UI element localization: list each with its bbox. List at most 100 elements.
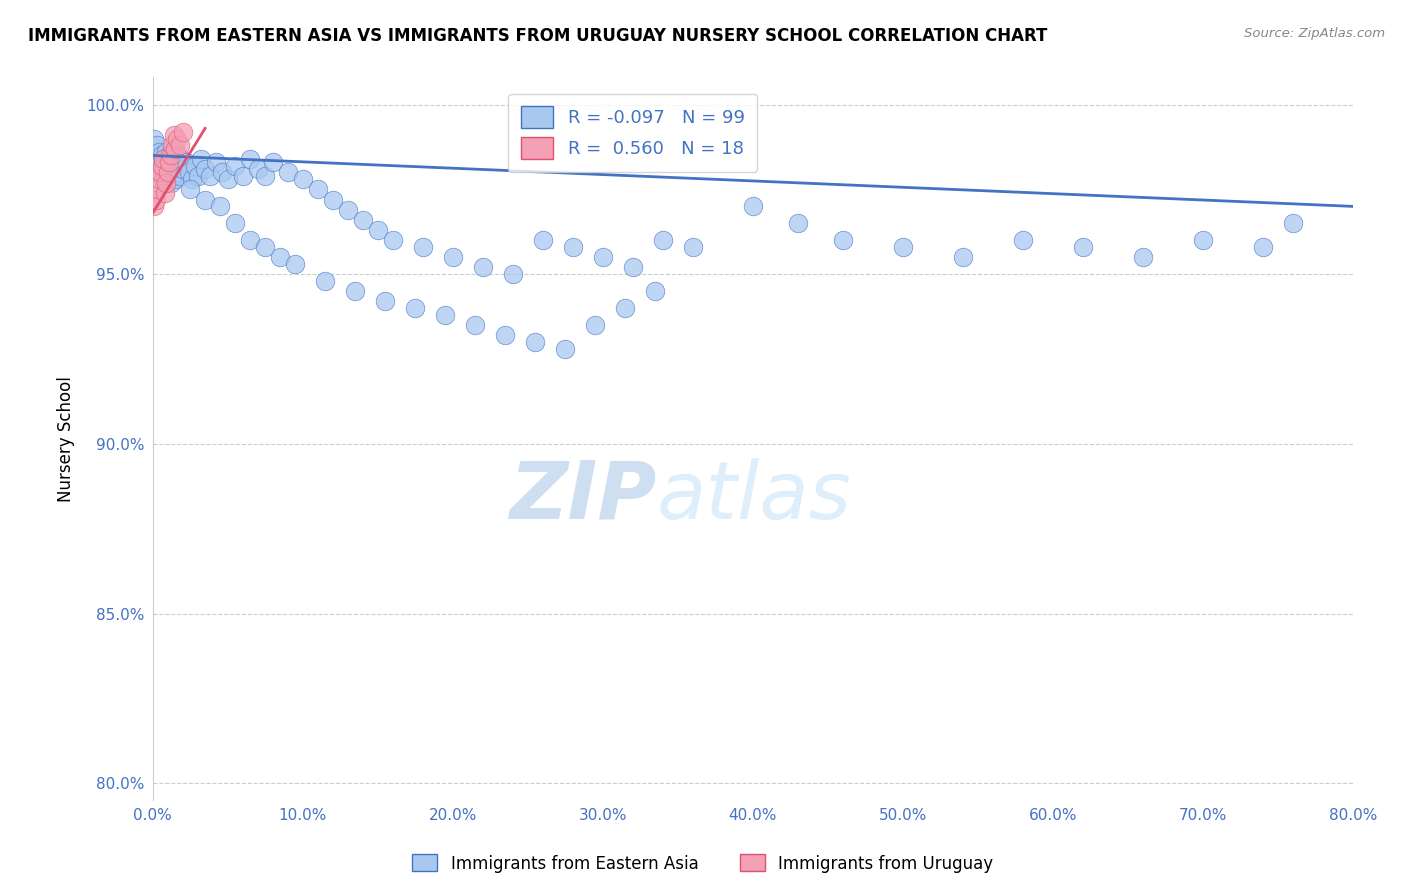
Point [592, 250, 614, 264]
Text: atlas: atlas [657, 458, 852, 535]
Point [254, 240, 277, 254]
Point [152, 172, 174, 186]
Point [159, 148, 181, 162]
Point [614, 301, 637, 315]
Point [291, 172, 314, 186]
Point [146, 169, 169, 183]
Point [891, 240, 914, 254]
Point [441, 250, 464, 264]
Point [239, 152, 262, 166]
Point [314, 274, 336, 288]
Point [682, 240, 704, 254]
Point [502, 267, 524, 281]
Point [150, 165, 173, 179]
Point [148, 162, 170, 177]
Point [224, 216, 246, 230]
Point [169, 138, 191, 153]
Point [152, 152, 174, 166]
Point [160, 152, 183, 166]
Point [165, 155, 187, 169]
Point [174, 155, 197, 169]
Point [157, 148, 180, 162]
Point [162, 128, 184, 142]
Point [232, 169, 254, 183]
Point [344, 284, 367, 298]
Point [651, 233, 673, 247]
Point [277, 165, 299, 179]
Point [172, 162, 194, 177]
Point [198, 169, 221, 183]
Point [167, 159, 190, 173]
Point [284, 257, 307, 271]
Point [156, 172, 179, 186]
Point [155, 176, 177, 190]
Point [1281, 216, 1303, 230]
Point [143, 199, 166, 213]
Point [621, 260, 644, 275]
Point [531, 233, 554, 247]
Point [153, 152, 176, 166]
Point [149, 155, 172, 169]
Point [156, 165, 179, 179]
Point [561, 240, 583, 254]
Point [404, 301, 426, 315]
Point [187, 169, 209, 183]
Point [204, 155, 226, 169]
Point [239, 233, 262, 247]
Point [159, 176, 181, 190]
Point [159, 159, 181, 173]
Point [262, 155, 284, 169]
Point [145, 193, 167, 207]
Point [166, 165, 188, 179]
Point [160, 138, 183, 153]
Point [381, 233, 404, 247]
Point [412, 240, 434, 254]
Point [165, 142, 187, 156]
Point [183, 159, 205, 173]
Text: IMMIGRANTS FROM EASTERN ASIA VS IMMIGRANTS FROM URUGUAY NURSERY SCHOOL CORRELATI: IMMIGRANTS FROM EASTERN ASIA VS IMMIGRAN… [28, 27, 1047, 45]
Point [1132, 250, 1154, 264]
Y-axis label: Nursery School: Nursery School [58, 376, 75, 501]
Legend: Immigrants from Eastern Asia, Immigrants from Uruguay: Immigrants from Eastern Asia, Immigrants… [406, 847, 1000, 880]
Point [148, 145, 170, 159]
Point [156, 155, 179, 169]
Point [831, 233, 853, 247]
Point [554, 342, 576, 356]
Point [464, 318, 486, 332]
Point [169, 169, 191, 183]
Point [172, 125, 194, 139]
Point [1011, 233, 1033, 247]
Point [180, 172, 202, 186]
Point [1191, 233, 1213, 247]
Point [150, 159, 173, 173]
Point [170, 152, 193, 166]
Point [153, 169, 176, 183]
Point [741, 199, 763, 213]
Point [1071, 240, 1094, 254]
Point [352, 213, 374, 227]
Point [177, 165, 200, 179]
Point [367, 223, 389, 237]
Point [152, 159, 174, 173]
Point [494, 328, 516, 343]
Point [254, 169, 277, 183]
Point [149, 165, 172, 179]
Point [786, 216, 808, 230]
Point [217, 172, 239, 186]
Point [434, 308, 457, 322]
Legend: R = -0.097   N = 99, R =  0.560   N = 18: R = -0.097 N = 99, R = 0.560 N = 18 [508, 94, 758, 172]
Point [224, 159, 246, 173]
Point [162, 145, 184, 159]
Point [269, 250, 291, 264]
Text: Source: ZipAtlas.com: Source: ZipAtlas.com [1244, 27, 1385, 40]
Text: ZIP: ZIP [509, 458, 657, 535]
Point [471, 260, 494, 275]
Point [146, 182, 169, 196]
Point [145, 152, 167, 166]
Point [374, 294, 396, 309]
Point [194, 193, 217, 207]
Point [155, 145, 177, 159]
Point [149, 176, 172, 190]
Point [194, 162, 217, 177]
Point [153, 186, 176, 200]
